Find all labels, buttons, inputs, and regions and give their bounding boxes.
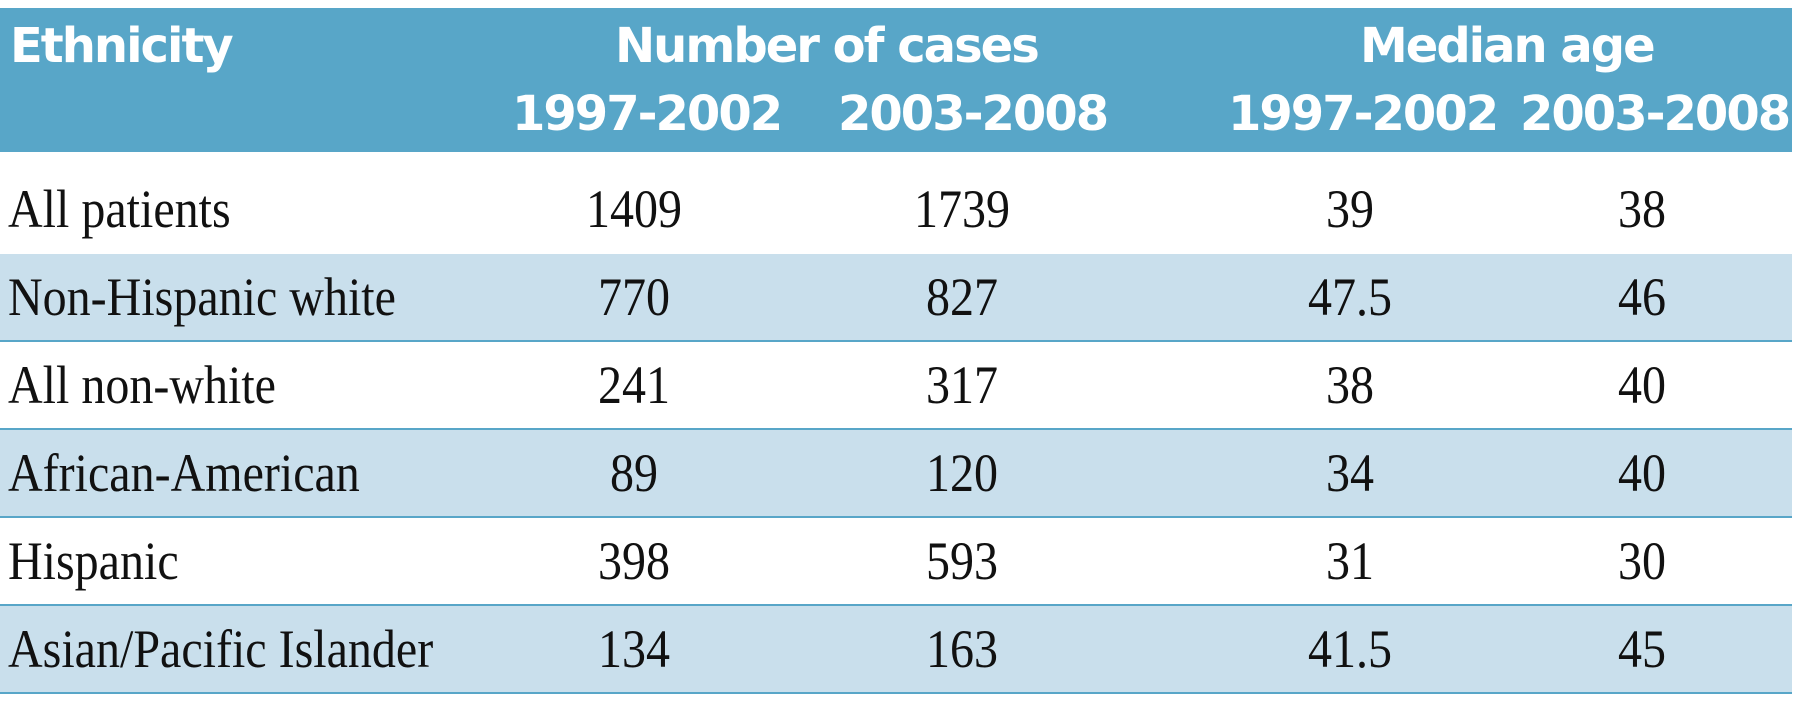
cases-1997-2002-cell: 1409 [586, 179, 682, 240]
cases-2003-2008-cell: 120 [926, 443, 998, 504]
median-1997-2002-cell: 34 [1326, 443, 1374, 504]
cases-2003-2008-cell: 317 [926, 355, 998, 416]
row-label: Asian/Pacific Islander [8, 619, 434, 680]
header-median-1997-2002: 1997-2002 [1228, 86, 1499, 142]
row-label: African-American [8, 443, 360, 504]
median-2003-2008-cell: 46 [1618, 267, 1666, 328]
table-row: African-American 89 120 34 40 [0, 430, 1792, 518]
header-ethnicity: Ethnicity [10, 18, 234, 74]
cases-2003-2008-cell: 163 [926, 619, 998, 680]
table-body: All patients 1409 1739 39 38 Non-Hispani… [0, 166, 1792, 694]
median-1997-2002-cell: 31 [1326, 531, 1374, 592]
cases-2003-2008-cell: 827 [926, 267, 998, 328]
header-cases-1997-2002: 1997-2002 [512, 86, 783, 142]
median-2003-2008-cell: 38 [1618, 179, 1666, 240]
median-1997-2002-cell: 47.5 [1308, 267, 1392, 328]
row-label: Hispanic [8, 531, 179, 592]
cases-1997-2002-cell: 398 [598, 531, 670, 592]
median-2003-2008-cell: 30 [1618, 531, 1666, 592]
table-row: All non-white 241 317 38 40 [0, 342, 1792, 430]
cases-1997-2002-cell: 89 [610, 443, 658, 504]
cases-1997-2002-cell: 241 [598, 355, 670, 416]
median-2003-2008-cell: 40 [1618, 443, 1666, 504]
header-median-age-group: Median age [1360, 18, 1656, 74]
table-row: Hispanic 398 593 31 30 [0, 518, 1792, 606]
header-cases-2003-2008: 2003-2008 [838, 86, 1109, 142]
table-row: Non-Hispanic white 770 827 47.5 46 [0, 254, 1792, 342]
row-label: Non-Hispanic white [8, 267, 396, 328]
cases-2003-2008-cell: 593 [926, 531, 998, 592]
cases-1997-2002-cell: 770 [598, 267, 670, 328]
header-median-2003-2008: 2003-2008 [1520, 86, 1791, 142]
median-1997-2002-cell: 39 [1326, 179, 1374, 240]
cases-2003-2008-cell: 1739 [914, 179, 1010, 240]
row-label: All non-white [8, 355, 276, 416]
median-2003-2008-cell: 40 [1618, 355, 1666, 416]
median-1997-2002-cell: 38 [1326, 355, 1374, 416]
header-number-of-cases: Number of cases [615, 18, 1040, 74]
median-1997-2002-cell: 41.5 [1308, 619, 1392, 680]
median-2003-2008-cell: 45 [1618, 619, 1666, 680]
table-header: Ethnicity Number of cases Median age 199… [0, 8, 1792, 152]
cases-1997-2002-cell: 134 [598, 619, 670, 680]
table-row: Asian/Pacific Islander 134 163 41.5 45 [0, 606, 1792, 694]
table-row: All patients 1409 1739 39 38 [0, 166, 1792, 254]
row-label: All patients [8, 179, 231, 240]
ethnicity-table: Ethnicity Number of cases Median age 199… [0, 8, 1792, 694]
